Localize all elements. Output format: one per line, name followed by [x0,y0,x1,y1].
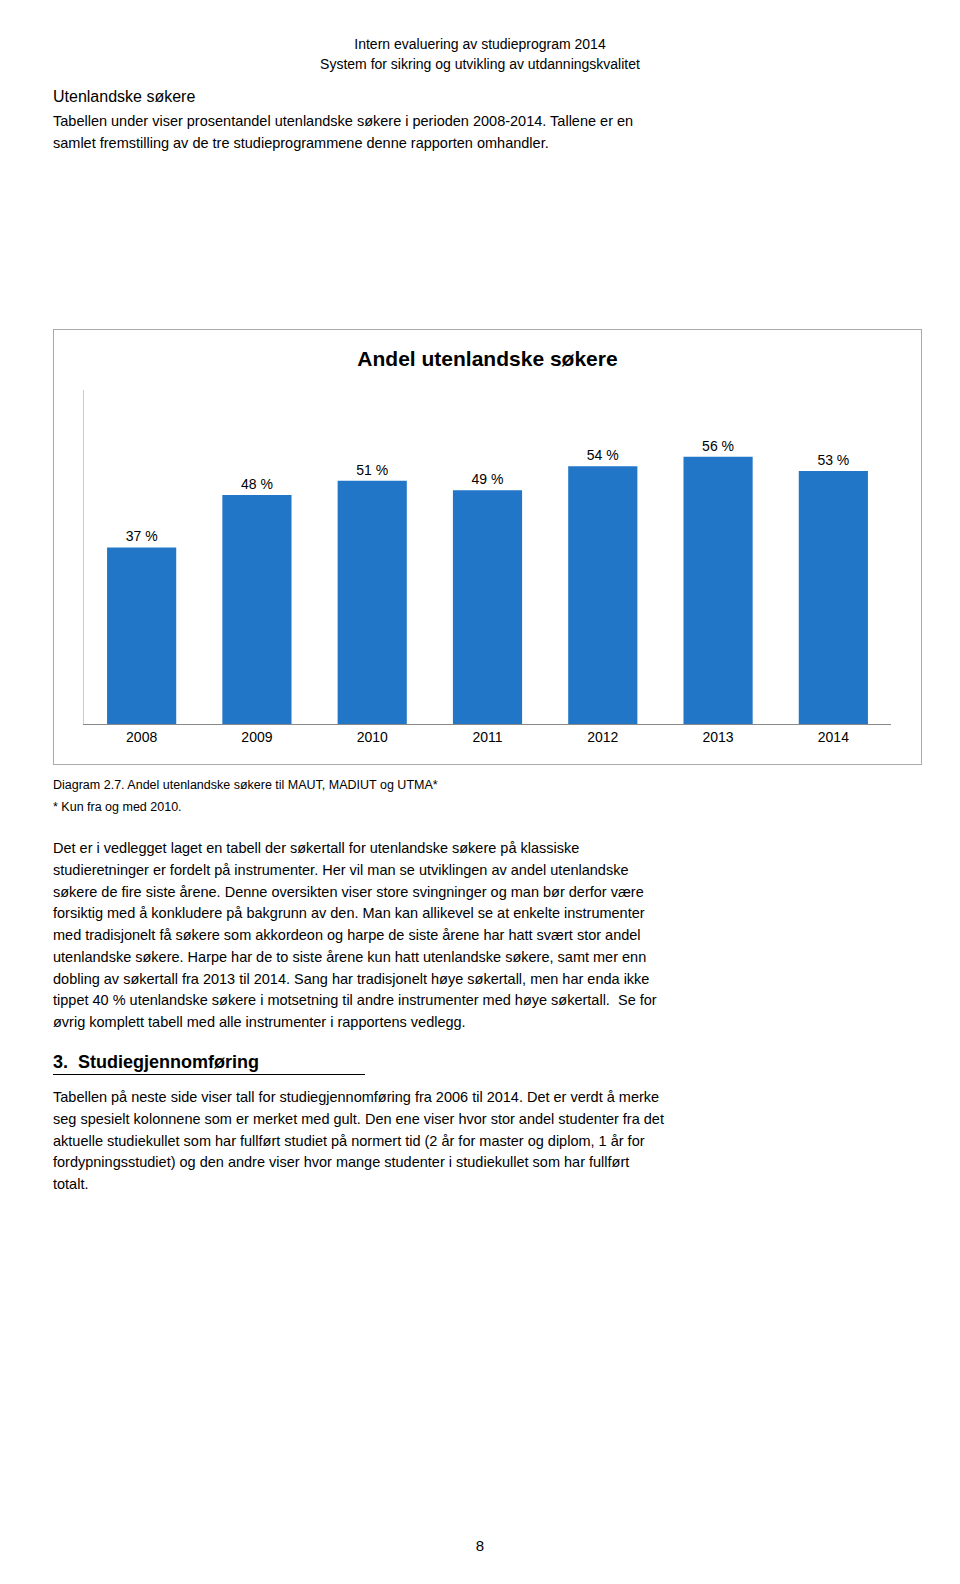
html-text:Tabellen på neste side viser t: Tabellen på neste side viser tall for st… [53,1089,664,1192]
html-text:* Kun fra og med 2010.: * Kun fra og med 2010. [53,800,182,814]
html-text:3. Studiegjennomføring: 3. Studiegjennomføring [53,1052,259,1072]
svg-text:37 %: 37 % [126,528,158,544]
svg-text:2011: 2011 [472,729,502,745]
html-text:Diagram 2.7. Andel utenlandske: Diagram 2.7. Andel utenlandske søkere ti… [53,778,438,792]
svg-text:53 %: 53 % [817,452,849,468]
svg-text:2013: 2013 [702,729,733,745]
svg-text:49 %: 49 % [472,471,504,487]
svg-text:2008: 2008 [126,729,157,745]
svg-text:54 %: 54 % [587,447,619,463]
svg-text:56 %: 56 % [702,438,734,454]
svg-text:51 %: 51 % [356,462,388,478]
html-text:Utenlandske søkere: Utenlandske søkere [53,88,196,105]
html-text:Intern evaluering av studiepro: Intern evaluering av studieprogram 2014 [354,36,606,52]
html-text:Det er i vedlegget laget en ta: Det er i vedlegget laget en tabell der s… [53,840,657,1030]
html-text:Tabellen under viser prosentan: Tabellen under viser prosentandel utenla… [53,113,634,151]
svg-text:2012: 2012 [587,729,618,745]
svg-text:Andel utenlandske søkere: Andel utenlandske søkere [357,347,617,370]
svg-text:2009: 2009 [241,729,272,745]
html-text:8: 8 [475,1537,485,1554]
svg-text:2014: 2014 [818,729,849,745]
html-text:System for sikring og utviklin: System for sikring og utvikling av utdan… [320,56,640,72]
svg-text:48 %: 48 % [241,476,273,492]
svg-text:2010: 2010 [357,729,388,745]
